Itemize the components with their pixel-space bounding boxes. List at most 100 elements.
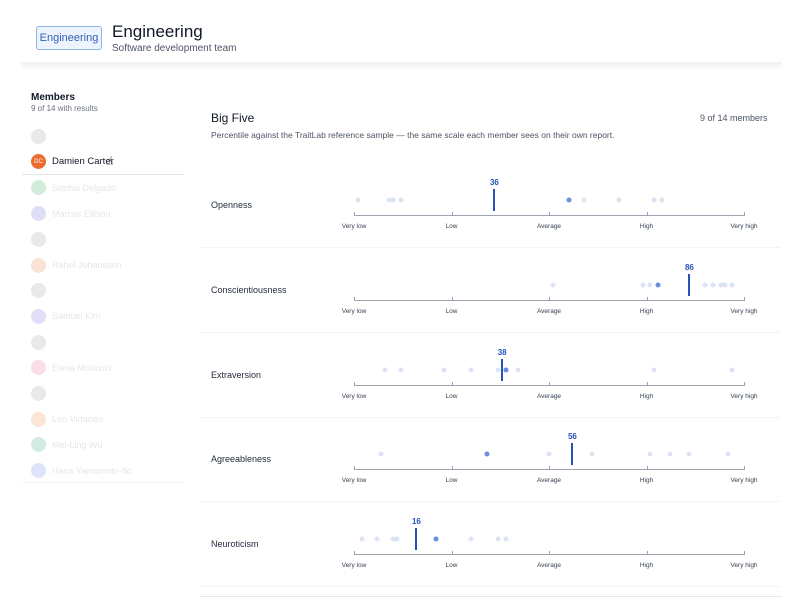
member-dot[interactable] — [398, 367, 404, 373]
member-dot-highlight[interactable] — [503, 367, 509, 373]
member-dot-highlight[interactable] — [433, 536, 439, 542]
team-badge-button[interactable]: Engineering — [36, 26, 102, 50]
member-item[interactable] — [22, 330, 184, 355]
member-item[interactable] — [22, 227, 184, 252]
member-dot[interactable] — [495, 367, 501, 373]
member-dot[interactable] — [468, 536, 474, 542]
member-name: Damien Carter — [52, 156, 114, 168]
member-dot[interactable] — [702, 282, 708, 288]
member-dot[interactable] — [441, 367, 447, 373]
selected-member-marker — [501, 358, 504, 381]
member-dot[interactable] — [394, 536, 400, 542]
member-dot[interactable] — [386, 197, 392, 203]
scale-tick — [744, 551, 745, 556]
member-dot[interactable] — [515, 367, 521, 373]
member-item[interactable] — [22, 381, 184, 406]
member-dot[interactable] — [468, 367, 474, 373]
member-item[interactable]: Sophia Delgado — [22, 175, 184, 200]
scale-tick — [646, 381, 648, 386]
member-dot[interactable] — [503, 536, 509, 542]
member-dot[interactable] — [359, 536, 365, 542]
scale-label: High — [639, 223, 654, 230]
member-dot-highlight[interactable] — [484, 451, 490, 457]
member-dot[interactable] — [718, 282, 724, 288]
member-item[interactable]: Mei-Ling Wu — [22, 432, 184, 457]
member-dot[interactable] — [616, 197, 622, 203]
section-title: Big Five — [211, 111, 255, 125]
scale-tick — [744, 296, 745, 301]
scale-tick — [354, 551, 355, 556]
avatar — [31, 334, 46, 350]
scale-label: High — [639, 392, 654, 400]
member-dot[interactable] — [378, 451, 384, 457]
scale-tick — [451, 212, 453, 216]
member-dot-highlight[interactable] — [655, 282, 661, 288]
member-item[interactable] — [22, 278, 184, 303]
trait-row: Openness Very low Low Average High Very high 3… — [200, 163, 780, 248]
member-dot-highlight[interactable] — [566, 197, 571, 203]
member-dot[interactable] — [640, 282, 646, 288]
members-count: 9 of 14 with results — [31, 104, 98, 113]
scale-tick — [354, 466, 355, 471]
member-name: Hana Yamamoto-Ito — [52, 465, 132, 476]
member-dot[interactable] — [722, 282, 727, 288]
member-dot[interactable] — [729, 282, 735, 288]
selected-member-value: 38 — [497, 347, 507, 357]
member-dot[interactable] — [659, 197, 665, 203]
trait-name: Neuroticism — [211, 539, 259, 550]
scale-label: Very low — [341, 477, 367, 485]
team-subtitle: Software development team — [112, 43, 237, 54]
member-dot[interactable] — [398, 197, 404, 203]
section-description: Percentile against the TraitLab referenc… — [211, 130, 615, 140]
trait-row: Agreeableness Very low Low Average High Very … — [200, 417, 780, 503]
selected-member-marker — [415, 528, 418, 551]
member-item[interactable] — [22, 124, 184, 149]
avatar — [31, 411, 46, 427]
member-dot[interactable] — [651, 197, 657, 203]
member-dot[interactable] — [729, 367, 735, 373]
member-dot[interactable] — [550, 282, 556, 288]
scale-label: Average — [536, 562, 562, 570]
member-dot[interactable] — [390, 536, 396, 542]
member-dot[interactable] — [546, 451, 552, 457]
member-dot[interactable] — [647, 282, 653, 288]
selected-member-marker — [688, 273, 691, 296]
selected-member-value: 86 — [684, 262, 694, 272]
selected-member-marker — [571, 443, 574, 466]
member-name: Marcus Ellison — [52, 208, 111, 219]
member-name: Elena Morozov — [52, 362, 113, 373]
member-dot[interactable] — [382, 367, 388, 373]
scale-tick — [451, 296, 453, 301]
member-item[interactable]: Elena Morozov — [22, 355, 184, 380]
member-dot[interactable] — [686, 451, 692, 457]
member-item[interactable]: Leo Virtanen — [22, 407, 184, 432]
scale-tick — [549, 212, 550, 216]
member-dot[interactable] — [355, 197, 361, 203]
member-dot[interactable] — [651, 367, 657, 373]
avatar — [31, 231, 46, 247]
avatar — [31, 206, 46, 222]
member-dot[interactable] — [667, 451, 673, 457]
member-item[interactable]: Rahel Johansson — [22, 253, 184, 278]
scale-tick — [549, 296, 550, 301]
member-item[interactable]: DC Damien Carter — [22, 150, 184, 175]
member-dot[interactable] — [647, 451, 653, 457]
member-dot[interactable] — [390, 197, 396, 203]
member-dot[interactable] — [589, 451, 595, 457]
member-dot[interactable] — [581, 197, 587, 203]
member-item[interactable]: Marcus Ellison — [22, 201, 184, 226]
member-dot[interactable] — [710, 282, 716, 288]
member-dot[interactable] — [374, 536, 380, 542]
scale-label: Very high — [730, 477, 758, 485]
team-header: Engineering Engineering Software develop… — [0, 0, 800, 66]
scale-label: High — [639, 562, 654, 570]
member-dot[interactable] — [495, 536, 501, 542]
member-item[interactable]: Samuel Kim — [22, 304, 184, 329]
avatar — [31, 129, 46, 144]
trait-row: Extraversion Very low Low Average High Very h… — [200, 333, 780, 418]
scale-tick — [354, 212, 355, 216]
member-dot[interactable] — [725, 451, 731, 457]
scale-label: Average — [536, 307, 562, 315]
scale-label: Very low — [341, 392, 367, 400]
member-item[interactable]: Hana Yamamoto-Ito — [22, 458, 184, 483]
